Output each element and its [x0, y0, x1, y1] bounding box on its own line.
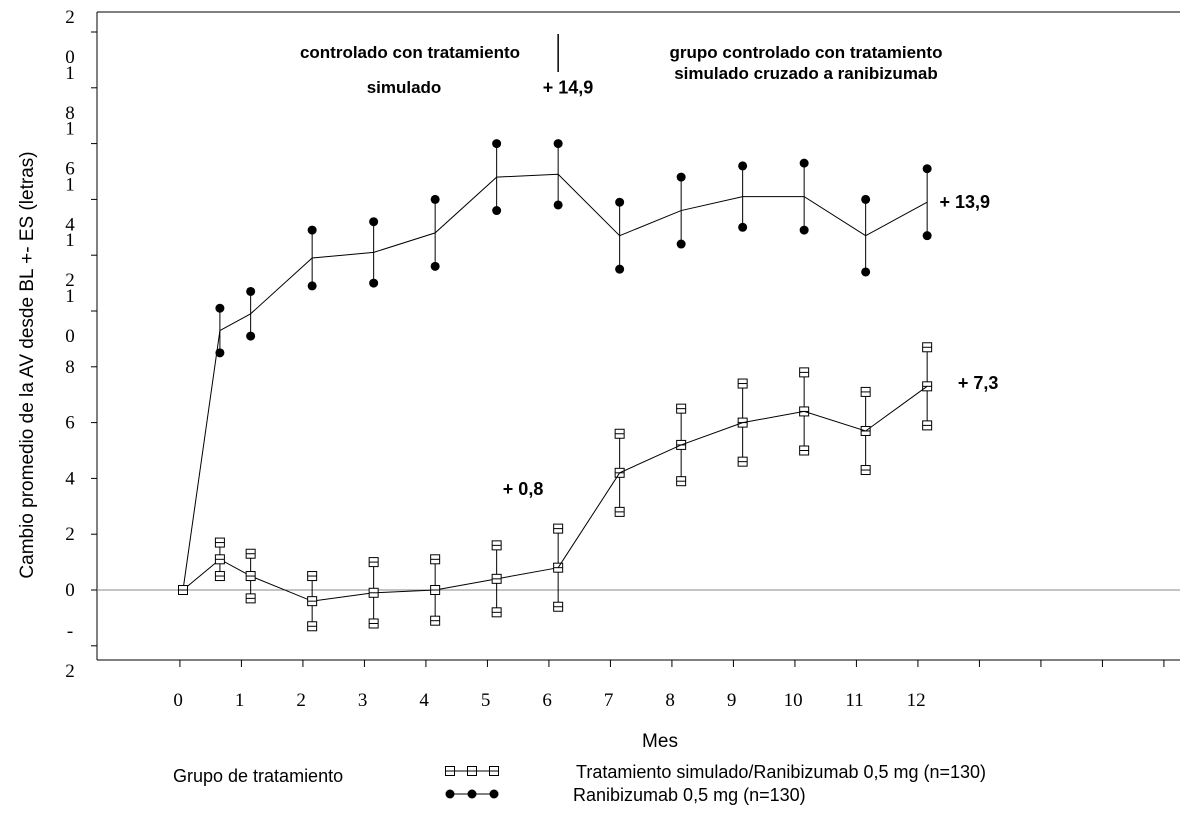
- y-tick-label: -: [67, 621, 73, 642]
- error-cap: [215, 303, 225, 313]
- x-tick-label: 11: [845, 690, 863, 711]
- error-cap: [676, 239, 686, 249]
- value-annotation: + 7,3: [958, 373, 999, 393]
- error-cap: [738, 222, 748, 232]
- error-cap: [615, 197, 625, 207]
- error-cap: [615, 264, 625, 274]
- value-annotation: + 13,9: [939, 192, 990, 212]
- annotations: + 14,9 + 13,9 + 7,3 + 0,8: [503, 77, 999, 499]
- legend-item-0: Tratamiento simulado/Ranibizumab 0,5 mg …: [445, 762, 986, 782]
- legend-item-1: Ranibizumab 0,5 mg (n=130): [445, 785, 806, 805]
- error-cap: [369, 217, 379, 227]
- x-tick-label: 3: [358, 690, 368, 711]
- phase-label-right: simulado cruzado a ranibizumab: [674, 64, 938, 83]
- y-tick-label: 0: [65, 326, 75, 347]
- x-tick-label: 12: [907, 690, 926, 711]
- y-tick-label: 2: [65, 7, 75, 28]
- y-tick-label: 4: [65, 468, 75, 489]
- y-tick-label: 2: [65, 270, 75, 291]
- series-0: [178, 139, 932, 595]
- error-cap: [676, 172, 686, 182]
- y-tick-label: 0: [65, 580, 75, 601]
- y-axis-label: Cambio promedio de la AV desde BL +- ES …: [17, 151, 38, 578]
- y-tick-label: 0: [65, 47, 75, 68]
- error-cap: [922, 164, 932, 174]
- y-tick-label: 2: [65, 524, 75, 545]
- y-tick-label: 4: [65, 214, 75, 235]
- error-cap: [369, 278, 379, 288]
- x-tick-label: 6: [542, 690, 552, 711]
- phase-label-left: controlado con tratamiento: [300, 43, 520, 62]
- y-tick-label: 8: [65, 103, 75, 124]
- error-cap: [799, 225, 809, 235]
- error-cap: [307, 225, 317, 235]
- x-tick-label: 2: [296, 690, 306, 711]
- error-cap: [553, 200, 563, 210]
- error-cap: [922, 231, 932, 241]
- x-axis-label: Mes: [642, 731, 678, 752]
- x-tick-label: 4: [419, 690, 429, 711]
- x-tick-label: 7: [604, 690, 614, 711]
- legend-title: Grupo de tratamiento: [173, 766, 343, 786]
- x-tick-label: 9: [727, 690, 737, 711]
- phase-label-right: grupo controlado con tratamiento: [670, 43, 943, 62]
- error-cap: [492, 206, 502, 216]
- x-tick-label: 8: [665, 690, 675, 711]
- legend-label: Tratamiento simulado/Ranibizumab 0,5 mg …: [576, 762, 986, 782]
- y-tick-label: 6: [65, 159, 75, 180]
- error-cap: [861, 194, 871, 204]
- error-cap: [799, 158, 809, 168]
- y-tick-label: 2: [65, 661, 75, 682]
- y-tick-label: 1: [65, 230, 75, 251]
- error-cap: [553, 139, 563, 149]
- y-tick-label: 1: [65, 119, 75, 140]
- error-cap: [246, 331, 256, 341]
- x-tick-label: 0: [173, 690, 183, 711]
- value-annotation: + 14,9: [543, 77, 594, 97]
- y-tick-label: 6: [65, 413, 75, 434]
- series-line: [182, 173, 928, 591]
- y-tick-label: 1: [65, 286, 75, 307]
- error-cap: [307, 281, 317, 291]
- phase-label-left: simulado: [367, 78, 442, 97]
- y-tick-label: 1: [65, 63, 75, 84]
- y-tick-label: 1: [65, 174, 75, 195]
- axis-labels: Mes Cambio promedio de la AV desde BL +-…: [17, 151, 678, 752]
- error-cap: [430, 261, 440, 271]
- x-tick-label: 10: [784, 690, 803, 711]
- legend-label: Ranibizumab 0,5 mg (n=130): [573, 785, 806, 805]
- series-line: [182, 558, 559, 602]
- error-cap: [430, 194, 440, 204]
- y-tick-label: 8: [65, 357, 75, 378]
- phase-labels: controlado con tratamiento simulado grupo …: [300, 34, 943, 97]
- legend: Grupo de tratamiento Tratamiento simulad…: [173, 762, 986, 805]
- error-cap: [246, 286, 256, 296]
- error-cap: [861, 267, 871, 277]
- error-cap: [738, 161, 748, 171]
- error-cap: [215, 348, 225, 358]
- series-group: [178, 139, 933, 632]
- error-cap: [492, 139, 502, 149]
- x-tick-label: 1: [235, 690, 245, 711]
- series-1: [178, 342, 933, 632]
- x-tick-label: 5: [481, 690, 491, 711]
- value-annotation: + 0,8: [503, 479, 544, 499]
- series-line: [557, 385, 928, 568]
